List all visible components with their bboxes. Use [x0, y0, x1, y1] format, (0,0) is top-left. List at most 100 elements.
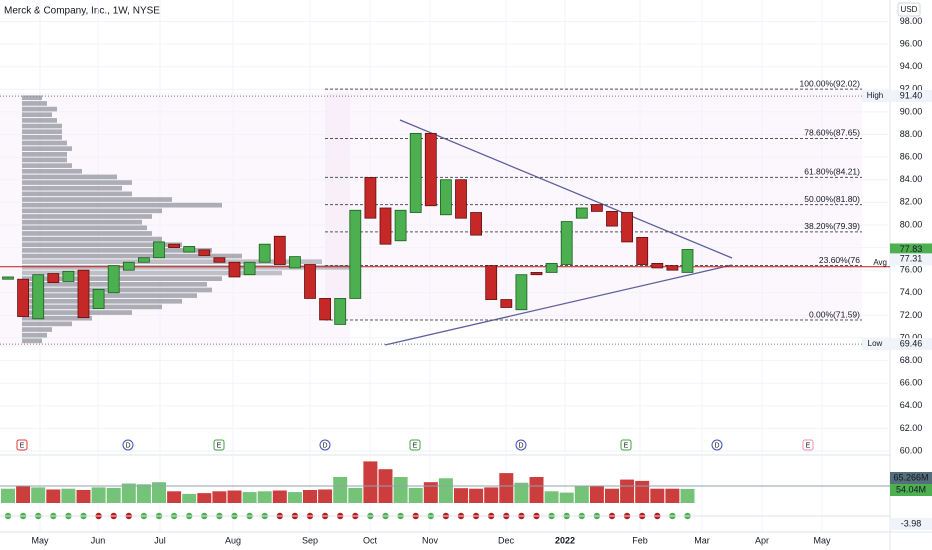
y-tick-label: 96.00 — [900, 38, 923, 48]
volume-bar — [499, 473, 514, 503]
profile-bar — [22, 140, 67, 146]
volume-bar — [514, 482, 529, 503]
candle-body — [168, 243, 181, 248]
event-dividend — [122, 439, 134, 451]
candle-body — [651, 262, 664, 269]
volume-bar — [46, 489, 61, 503]
profile-bar — [22, 185, 122, 191]
profile-bar — [22, 106, 57, 112]
candle-body — [560, 221, 573, 265]
x-tick-label: Jul — [154, 535, 166, 545]
event-dividend — [711, 439, 723, 451]
y-tick-label: 80.00 — [900, 219, 923, 229]
volume-bar — [212, 491, 227, 503]
currency-box[interactable] — [897, 2, 921, 17]
currency: USD — [901, 5, 918, 14]
profile-bar — [22, 214, 152, 219]
x-tick-label: Sep — [302, 535, 318, 545]
low-name-box — [862, 338, 889, 351]
event-earnings — [16, 439, 28, 451]
volume-bar — [76, 490, 91, 503]
candle-body — [2, 276, 14, 280]
candle-body — [228, 261, 241, 278]
indicator-badge — [890, 518, 932, 530]
x-tick-label: Jun — [91, 535, 106, 545]
profile-bar — [22, 168, 82, 174]
fib-label: 0.00%(71.59) — [809, 309, 860, 319]
candle-body — [606, 210, 618, 227]
profile-bar — [22, 304, 162, 310]
low-name: Low — [868, 339, 883, 348]
volume-bar — [408, 487, 423, 503]
candle-body — [681, 249, 694, 273]
candle-body — [92, 288, 105, 310]
event-label: E — [806, 442, 811, 449]
candle-body — [137, 257, 150, 263]
volume-bar — [438, 478, 453, 503]
candle-body — [470, 212, 483, 236]
volume-bar — [227, 490, 242, 503]
trendline-upper[interactable] — [399, 119, 733, 259]
volume-bar — [197, 493, 212, 503]
candle-body — [349, 209, 362, 299]
candle-body — [379, 207, 392, 245]
fib-label: 38.20%(79.39) — [804, 221, 860, 231]
profile-bar — [22, 270, 282, 276]
candle-body — [107, 265, 120, 294]
candle-body — [304, 264, 316, 299]
profile-bar — [22, 146, 72, 151]
profile-bar — [22, 123, 62, 129]
candle-body — [666, 265, 679, 271]
fib-label: 78.60%(87.65) — [804, 128, 860, 138]
x-tick-label: Aug — [225, 535, 241, 545]
volume-bar — [242, 492, 257, 503]
volume-bar — [1, 488, 15, 503]
candle-body — [500, 299, 513, 308]
volume-bar — [544, 491, 559, 503]
volume-bar — [605, 488, 619, 503]
y-tick-label: 86.00 — [900, 152, 923, 162]
candle-body — [575, 207, 588, 219]
candle-body — [591, 204, 603, 212]
volume-bar — [16, 486, 31, 503]
trendline-lower[interactable] — [384, 264, 733, 346]
volume-bar — [333, 477, 348, 503]
candle-body — [153, 241, 165, 259]
last_price-badge — [890, 243, 932, 256]
event-label: D — [125, 442, 130, 449]
volume-bar — [182, 493, 197, 503]
profile-bar — [22, 231, 152, 236]
profile-bar — [22, 332, 47, 338]
candle-body — [32, 274, 45, 320]
y-tick-label: 94.00 — [900, 61, 923, 71]
candle-body — [394, 209, 407, 242]
candle-body — [198, 249, 211, 256]
profile-bar — [22, 315, 92, 321]
y-tick-label: 76.00 — [900, 265, 923, 275]
event-earnings — [620, 439, 632, 451]
profile-bar — [22, 259, 322, 265]
high-name: High — [867, 91, 883, 100]
candle-body — [636, 236, 649, 265]
y-tick-label: 84.00 — [900, 174, 923, 184]
low-badge — [890, 338, 932, 351]
profile-bar — [22, 135, 62, 140]
y-tick-label: 74.00 — [900, 287, 923, 297]
last_price-value: 77.83 — [900, 244, 923, 254]
candle-body — [439, 179, 452, 216]
candle-body — [485, 265, 498, 300]
candle-body — [409, 132, 422, 213]
chart-title: Merck & Company, Inc., 1W, NYSE — [4, 6, 160, 17]
volume-bar — [318, 489, 333, 503]
fib-label: 61.80%(84.21) — [804, 167, 860, 177]
profile-bar — [22, 197, 172, 202]
volume-bar — [665, 488, 680, 503]
event-earnings — [213, 439, 225, 451]
event-label: E — [217, 442, 222, 449]
profile-bar — [22, 180, 132, 185]
profile-bar — [22, 248, 212, 253]
y-tick-label: 64.00 — [900, 400, 923, 410]
avg-label: Avg — [873, 258, 887, 267]
volume-avg-badge — [890, 472, 932, 484]
